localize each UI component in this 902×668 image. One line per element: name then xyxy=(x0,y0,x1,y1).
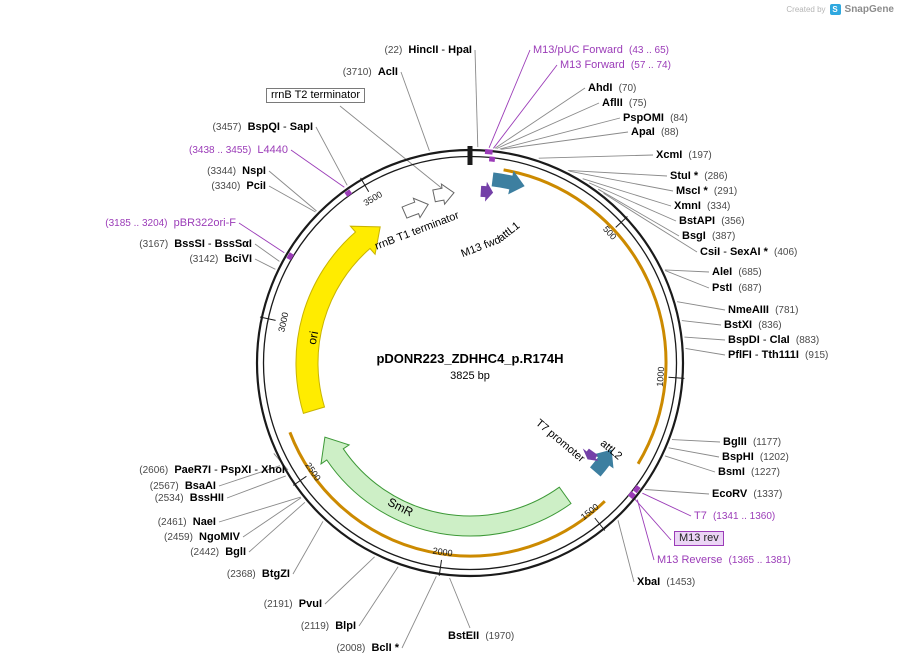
leader-line-ahdi xyxy=(494,87,586,149)
feature-rrnb-t1-terminator xyxy=(401,197,429,219)
leader-line-bspqi-sapi xyxy=(315,126,348,186)
leader-line-hincii-hpai xyxy=(474,49,479,148)
leader-line-pvui xyxy=(324,556,375,605)
leader-line-xmni xyxy=(582,178,672,207)
leader-line-bcli xyxy=(401,576,437,649)
plasmid-title-block: pDONR223_ZDHHC4_p.R174H 3825 bp xyxy=(376,351,563,382)
feature-attl1 xyxy=(491,170,525,195)
leader-line-pbr322ori-f xyxy=(238,222,285,254)
leader-line-aflii xyxy=(496,102,600,150)
tick-2500 xyxy=(293,475,307,486)
leader-line-m13-reverse xyxy=(636,499,655,561)
leader-line-blpi xyxy=(358,566,399,627)
tick-500 xyxy=(615,216,628,228)
leader-line-ecorv xyxy=(645,489,710,495)
tick-label-1000: 1000 xyxy=(655,366,666,387)
tick-3500 xyxy=(360,177,370,192)
leader-line-naei xyxy=(218,496,301,523)
leader-line-bcivi xyxy=(254,258,276,270)
tick-label-2000: 2000 xyxy=(432,546,453,559)
leader-line-bglii xyxy=(671,439,721,443)
m13-fwd-label: M13 fwd xyxy=(459,234,502,260)
leader-line-acli xyxy=(400,71,430,151)
leader-line-pcii xyxy=(268,185,316,213)
leader-line-bsaai xyxy=(218,465,281,487)
leader-line-pspomi xyxy=(499,117,621,150)
leader-line-m13-forward xyxy=(493,64,558,149)
leader-line-rrnb-t2-box xyxy=(339,105,445,191)
leader-line-bsphi xyxy=(668,447,720,458)
rrnb-t1-label: rrnB T1 terminator xyxy=(373,209,461,252)
plasmid-title: pDONR223_ZDHHC4_p.R174H xyxy=(376,351,564,366)
leader-line-xbai xyxy=(617,520,635,583)
plasmid-length: 3825 bp xyxy=(450,370,490,382)
feature-rrnb-t2-terminator xyxy=(432,183,455,206)
snapgene-logo-icon: S xyxy=(829,4,841,15)
leader-line-msci xyxy=(569,170,674,192)
leader-line-btgzi xyxy=(292,521,324,575)
tick-1500 xyxy=(594,517,606,531)
feature-smr xyxy=(320,436,572,537)
ori-label: ori xyxy=(305,330,321,346)
tick-2000 xyxy=(438,559,442,576)
leader-line-bsteii xyxy=(449,577,471,629)
feature-m13-fwd-arrow xyxy=(480,181,494,202)
leader-line-bgli xyxy=(248,501,306,553)
tick-label-2500: 2500 xyxy=(303,461,323,483)
feature-t7-promoter-arrow xyxy=(582,448,598,461)
leader-line-bspdi-clai xyxy=(684,336,726,341)
attl1-label: attL1 xyxy=(496,220,523,245)
leader-line-nmeaiii xyxy=(677,301,726,311)
feature-m13-rev-mark xyxy=(627,491,636,500)
leader-line-m13puc-forward xyxy=(488,49,531,148)
t7-promoter-label: T7 promoter xyxy=(533,417,587,465)
leader-line-apai xyxy=(501,131,629,150)
credit-prefix-text: Created by xyxy=(786,5,826,14)
feature-attl2 xyxy=(589,449,614,477)
feature-t7-mark xyxy=(632,485,641,494)
feature-pbr322ori-f-mark xyxy=(286,252,295,261)
tick-1000 xyxy=(668,376,685,379)
leader-line-ngomiv xyxy=(242,497,302,538)
leader-line-l4440 xyxy=(290,149,345,188)
features xyxy=(286,149,668,558)
leader-line-bstapi xyxy=(589,182,677,222)
tick-label-3000: 3000 xyxy=(276,311,290,333)
leader-line-xcmi xyxy=(538,154,654,159)
feature-l4440-mark xyxy=(344,189,353,197)
leader-line-bsssi xyxy=(254,243,280,262)
feature-ori xyxy=(295,225,381,415)
tick-3000 xyxy=(259,316,276,321)
leader-lines xyxy=(218,49,726,649)
leader-line-pflfi-tth111i xyxy=(685,347,726,356)
leader-line-bsmi xyxy=(664,455,716,473)
leader-line-m13-rev-box xyxy=(632,496,672,541)
snapgene-brand-text: SnapGene xyxy=(844,4,894,15)
feature-m13-forward-mark xyxy=(488,156,496,162)
tick-label-1500: 1500 xyxy=(579,502,601,522)
leader-line-nspi xyxy=(268,170,317,212)
leader-line-t7 xyxy=(642,492,692,517)
leader-line-psti xyxy=(665,270,710,289)
feature-zdhhc4-arc xyxy=(503,168,668,465)
feature-m13puc-forward-mark xyxy=(484,149,493,155)
feature-backbone-arc-bottom xyxy=(288,431,606,558)
leader-line-stui xyxy=(567,169,668,177)
leader-line-alei xyxy=(664,269,710,273)
leader-line-bstxi xyxy=(681,320,722,326)
leader-line-bsgi xyxy=(597,188,680,237)
leader-line-bsshii xyxy=(226,475,286,499)
tick-label-3500: 3500 xyxy=(362,189,384,208)
snapgene-credit: Created by S SnapGene xyxy=(786,4,894,15)
leader-line-csii-sexai xyxy=(603,192,698,253)
